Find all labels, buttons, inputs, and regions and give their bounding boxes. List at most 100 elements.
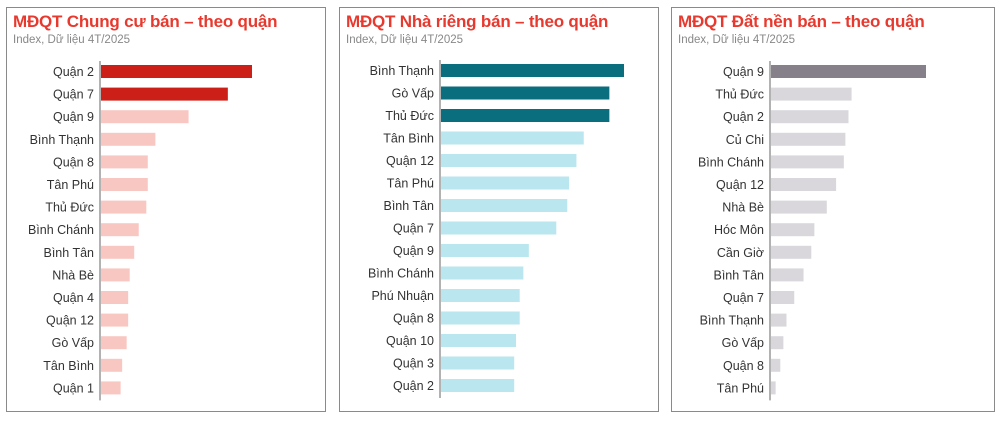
bar-binh-chanh — [771, 155, 844, 169]
bar-go-vap — [101, 336, 127, 350]
bar-quan-12 — [441, 154, 577, 167]
bar-binh-thanh — [771, 313, 787, 327]
bar-binh-chanh — [101, 223, 139, 237]
category-label-binh-thanh: Bình Thạnh — [30, 133, 94, 147]
category-label-quan-9: Quận 9 — [393, 244, 434, 258]
bar-binh-tan — [441, 199, 568, 212]
category-label-binh-chanh: Bình Chánh — [28, 223, 94, 237]
bar-nha-be — [101, 268, 130, 282]
category-label-quan-8: Quận 8 — [53, 155, 94, 169]
chart-subtitle: Index, Dữ liệu 4T/2025 — [678, 34, 796, 46]
bar-chart-land: Quận 9 Thủ Đức Quận 2 Củ Chi Bình Chánh Quận … — [698, 61, 926, 401]
category-label-go-vap: Gò Vấp — [52, 336, 94, 350]
bar-quan-7 — [101, 87, 228, 101]
chart-subtitle: Index, Dữ liệu 4T/2025 — [346, 34, 464, 46]
bar-go-vap — [771, 336, 784, 350]
bar-binh-tan — [771, 268, 804, 282]
bar-cu-chi — [771, 132, 846, 146]
bar-quan-2 — [771, 110, 849, 124]
category-label-quan-7: Quận 7 — [53, 88, 94, 102]
category-label-thu-duc: Thủ Đức — [385, 109, 434, 123]
bar-thu-duc — [771, 87, 852, 101]
category-label-tan-phu: Tân Phú — [47, 178, 94, 192]
category-label-hoc-mon: Hóc Môn — [714, 223, 764, 237]
chart-title: MĐQT Đất nền bán – theo quận — [678, 12, 925, 31]
chart-title: MĐQT Chung cư bán – theo quận — [13, 12, 278, 31]
category-label-thu-duc: Thủ Đức — [715, 88, 764, 102]
category-label-binh-chanh: Bình Chánh — [368, 267, 434, 281]
category-label-tan-phu: Tân Phú — [387, 177, 434, 191]
bar-quan-8 — [441, 311, 520, 325]
category-label-binh-tan: Bình Tân — [43, 246, 94, 260]
bar-binh-tan — [101, 245, 135, 259]
chart-title: MĐQT Nhà riêng bán – theo quận — [346, 12, 609, 31]
category-label-quan-7: Quận 7 — [723, 291, 764, 305]
category-label-binh-thanh: Bình Thạnh — [370, 64, 434, 78]
category-label-quan-7: Quận 7 — [393, 222, 434, 236]
category-label-nha-be: Nhà Bè — [52, 268, 94, 282]
category-label-quan-8: Quận 8 — [393, 312, 434, 326]
bar-quan-12 — [771, 178, 837, 191]
bar-thu-duc — [101, 200, 147, 214]
category-label-thu-duc: Thủ Đức — [45, 201, 94, 215]
bar-chart-apartment: Quận 2 Quận 7 Quận 9 Bình Thạnh Quận 8 Tân Ph… — [28, 61, 252, 401]
bar-quan-1 — [101, 381, 121, 395]
bar-quan-2 — [101, 65, 252, 78]
category-label-go-vap: Gò Vấp — [392, 87, 434, 101]
bar-chart-house: Bình Thạnh Gò Vấp Thủ Đức Tân Bình Quận 12 Tâ… — [368, 60, 624, 398]
bar-tan-binh — [441, 131, 584, 145]
bar-quan-10 — [441, 334, 517, 347]
bar-quan-7 — [441, 221, 557, 235]
category-label-can-gio: Cần Giờ — [717, 246, 764, 260]
category-label-quan-12: Quận 12 — [386, 154, 434, 168]
bar-go-vap — [441, 86, 610, 100]
category-label-tan-phu: Tân Phú — [717, 381, 764, 395]
category-label-phu-nhuan: Phú Nhuận — [371, 289, 434, 303]
category-label-quan-2: Quận 2 — [53, 65, 94, 79]
category-label-binh-chanh: Bình Chánh — [698, 155, 764, 169]
bar-quan-7 — [771, 291, 795, 304]
category-label-quan-1: Quận 1 — [53, 381, 94, 395]
bar-quan-9 — [441, 244, 529, 257]
bar-quan-9 — [771, 65, 926, 78]
bar-can-gio — [771, 245, 812, 259]
bar-tan-binh — [101, 358, 123, 372]
chart-panel-house: MĐQT Nhà riêng bán – theo quận Index, Dữ… — [339, 7, 659, 412]
category-label-tan-binh: Tân Bình — [43, 359, 94, 373]
bar-quan-2 — [441, 379, 515, 392]
bar-quan-9 — [101, 110, 189, 124]
category-label-quan-2: Quận 2 — [393, 379, 434, 393]
bar-quan-3 — [441, 356, 515, 370]
chart-panel-land: MĐQT Đất nền bán – theo quận Index, Dữ l… — [671, 7, 995, 412]
category-label-nha-be: Nhà Bè — [722, 201, 764, 215]
chart-subtitle: Index, Dữ liệu 4T/2025 — [13, 34, 131, 46]
bar-tan-phu — [771, 381, 776, 395]
bar-hoc-mon — [771, 223, 815, 237]
category-label-quan-12: Quận 12 — [716, 178, 764, 192]
bar-thu-duc — [441, 109, 610, 122]
category-label-quan-12: Quận 12 — [46, 314, 94, 328]
category-label-quan-2: Quận 2 — [723, 110, 764, 124]
category-label-binh-thanh: Bình Thạnh — [700, 314, 764, 328]
category-label-quan-4: Quận 4 — [53, 291, 94, 305]
bar-tan-phu — [441, 176, 570, 190]
bar-binh-chanh — [441, 266, 524, 280]
category-label-quan-8: Quận 8 — [723, 359, 764, 373]
bar-phu-nhuan — [441, 289, 520, 302]
bar-quan-8 — [771, 358, 781, 372]
category-label-tan-binh: Tân Bình — [383, 132, 434, 146]
bar-quan-8 — [101, 155, 148, 169]
category-label-cu-chi: Củ Chi — [726, 133, 764, 147]
category-label-quan-9: Quận 9 — [53, 110, 94, 124]
category-label-quan-9: Quận 9 — [723, 65, 764, 79]
bar-binh-thanh — [441, 64, 624, 77]
bar-quan-4 — [101, 291, 129, 304]
chart-panel-apartment: MĐQT Chung cư bán – theo quận Index, Dữ … — [6, 7, 326, 412]
category-label-binh-tan: Bình Tân — [713, 268, 764, 282]
category-label-binh-tan: Bình Tân — [383, 199, 434, 213]
bar-nha-be — [771, 200, 827, 214]
bar-binh-thanh — [101, 132, 156, 146]
bar-quan-12 — [101, 313, 129, 327]
category-label-quan-10: Quận 10 — [386, 334, 434, 348]
bar-tan-phu — [101, 178, 148, 191]
